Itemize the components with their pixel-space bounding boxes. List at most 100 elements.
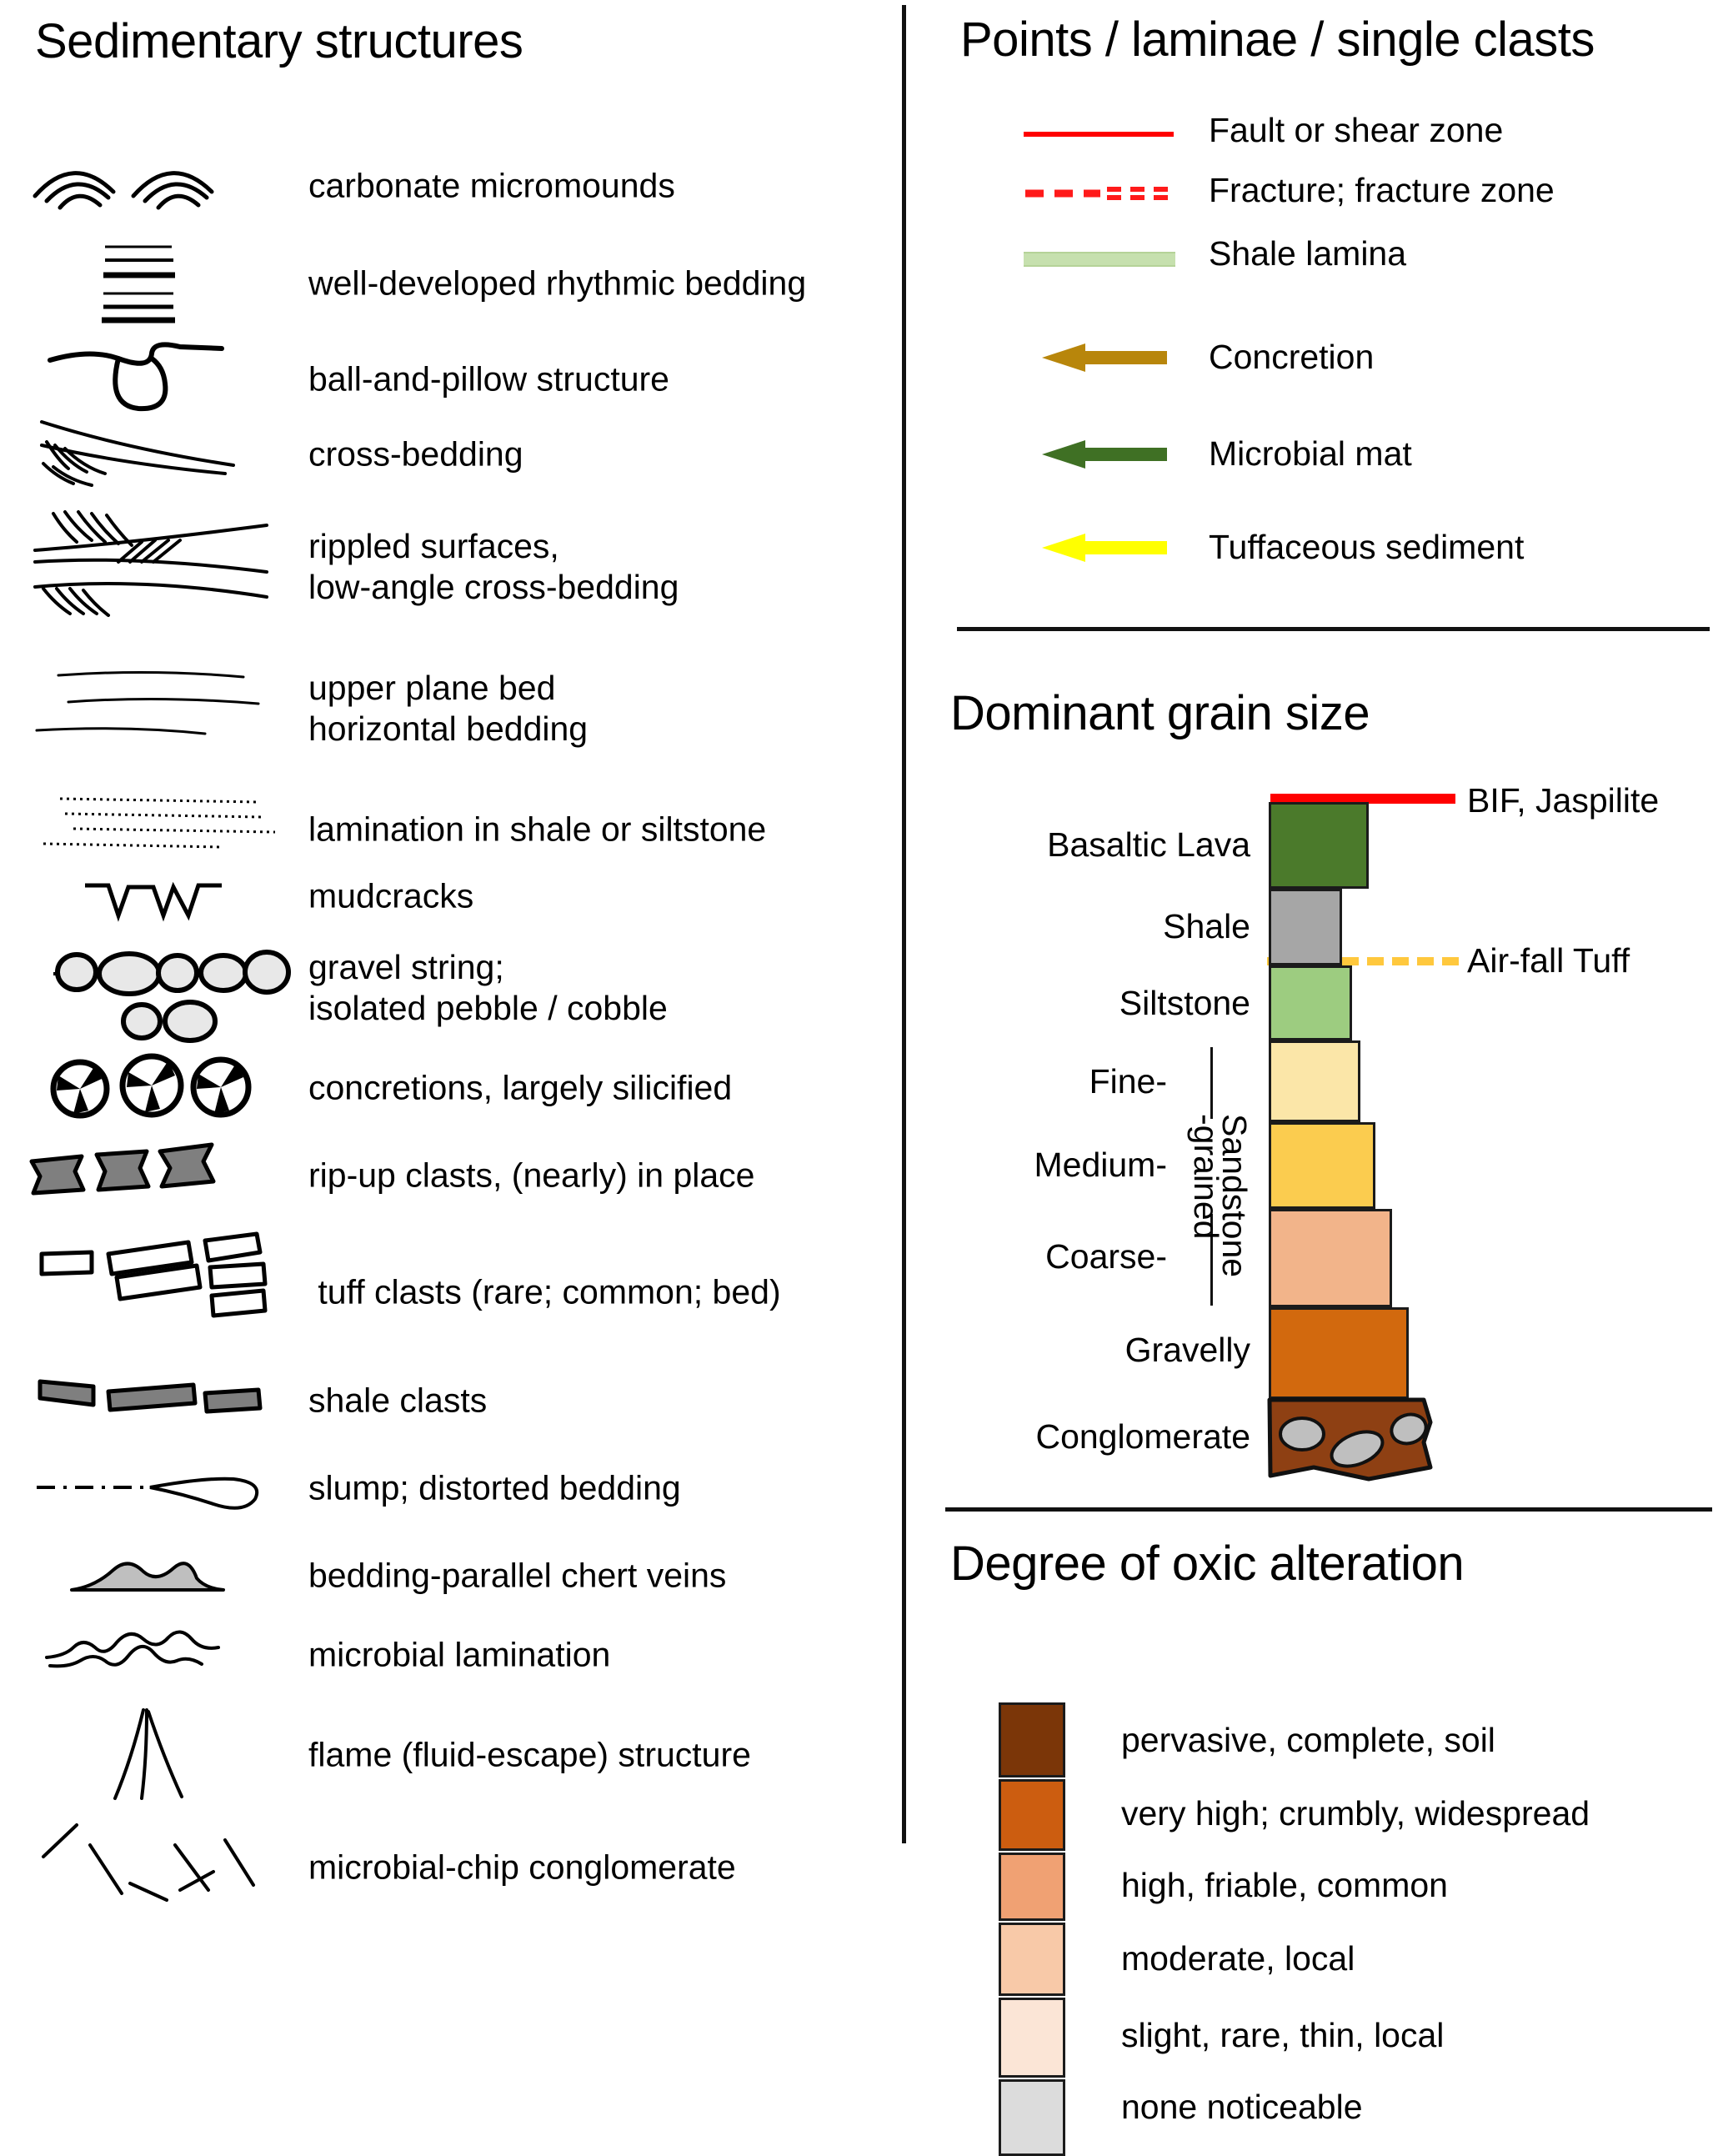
chert-veins-icon xyxy=(25,1530,300,1622)
fault-line-icon xyxy=(1024,132,1174,137)
column-divider xyxy=(902,5,906,1843)
air-fall-tuff-label: Air-fall Tuff xyxy=(1467,941,1630,980)
microbial-mat-arrow-icon xyxy=(1042,440,1167,469)
legend-label: mudcracks xyxy=(308,876,474,915)
legend-label: rip-up clasts, (nearly) in place xyxy=(308,1156,755,1195)
grain-box-medium xyxy=(1269,1122,1375,1209)
grained-bracket-label: -grained xyxy=(1187,1114,1225,1240)
section-divider-2 xyxy=(945,1507,1712,1512)
grain-box-fine xyxy=(1269,1040,1360,1122)
microbial-lamination-icon xyxy=(25,1609,300,1701)
grain-label-shale: Shale xyxy=(1163,907,1250,945)
legend-row-gravel-string: gravel string; isolated pebble / cobble xyxy=(0,925,867,1050)
fracture-dash-icon xyxy=(1024,187,1179,200)
grain-box-shale xyxy=(1269,889,1342,965)
points-label: Tuffaceous sediment xyxy=(1209,528,1525,566)
left-panel-title: Sedimentary structures xyxy=(35,14,523,68)
oxic-swatch-very-high xyxy=(999,1779,1065,1851)
legend-row-shale-clasts: shale clasts xyxy=(0,1355,867,1447)
legend-label: well-developed rhythmic bedding xyxy=(308,263,807,303)
rip-up-clasts-icon xyxy=(25,1130,300,1221)
oxic-swatch-slight xyxy=(999,1998,1065,2078)
carbonate-micromounds-icon xyxy=(25,146,300,226)
bif-jaspilite-line-icon xyxy=(1270,794,1455,804)
cross-bedding-icon xyxy=(25,409,300,500)
points-label: Fracture; fracture zone xyxy=(1209,171,1555,209)
oxic-label-moderate: moderate, local xyxy=(1121,1939,1355,1978)
legend-label: gravel string; isolated pebble / cobble xyxy=(308,948,668,1027)
shale-lamina-bar-icon xyxy=(1024,252,1175,267)
oxic-label-none: none noticeable xyxy=(1121,2088,1363,2126)
grain-label-coarse: Coarse- xyxy=(1045,1237,1167,1276)
legend-row-rhythmic-bedding: well-developed rhythmic bedding xyxy=(0,242,867,325)
oxic-panel-title: Degree of oxic alteration xyxy=(950,1537,1465,1591)
microbial-chip-conglomerate-icon xyxy=(25,1813,300,1922)
flame-structure-icon xyxy=(25,1697,300,1813)
grain-box-coarse xyxy=(1269,1209,1392,1307)
points-label: Concretion xyxy=(1209,338,1375,376)
oxic-swatch-high xyxy=(999,1853,1065,1921)
grain-box-basaltic-lava xyxy=(1269,802,1369,889)
lamination-icon xyxy=(25,784,300,875)
points-panel-title: Points / laminae / single clasts xyxy=(960,13,1595,67)
legend-label: shale clasts xyxy=(308,1381,488,1420)
points-label: Fault or shear zone xyxy=(1209,111,1504,149)
upper-plane-bed-icon xyxy=(25,642,300,775)
grain-label-conglomerate: Conglomerate xyxy=(1035,1417,1250,1456)
points-row-concretion: Concretion xyxy=(1042,338,1709,376)
ball-and-pillow-icon xyxy=(25,333,300,425)
section-divider-1 xyxy=(957,627,1710,631)
legend-row-carbonate-micromounds: carbonate micromounds xyxy=(0,146,867,226)
grain-label-siltstone: Siltstone xyxy=(1119,984,1250,1022)
oxic-label-slight: slight, rare, thin, local xyxy=(1121,2016,1445,2054)
concretion-arrow-icon xyxy=(1042,343,1167,372)
points-label: Microbial mat xyxy=(1209,434,1412,473)
grain-label-medium: Medium- xyxy=(1034,1146,1167,1184)
points-row-microbial-mat: Microbial mat xyxy=(1042,434,1709,473)
legend-label: flame (fluid-escape) structure xyxy=(308,1735,751,1774)
mudcracks-icon xyxy=(25,850,300,942)
legend-label: bedding-parallel chert veins xyxy=(308,1556,727,1595)
sandstone-bracket-bottom xyxy=(1210,1214,1213,1306)
sandstone-bracket-top xyxy=(1210,1047,1213,1119)
legend-label: microbial-chip conglomerate xyxy=(308,1848,736,1887)
legend-row-microbial-chip-conglomerate: microbial-chip conglomerate xyxy=(0,1813,867,1922)
legend-label: slump; distorted bedding xyxy=(308,1468,681,1507)
legend-label: ball-and-pillow structure xyxy=(308,359,669,399)
oxic-label-high: high, friable, common xyxy=(1121,1866,1448,1904)
legend-row-ball-and-pillow: ball-and-pillow structure xyxy=(0,333,867,425)
slump-icon xyxy=(25,1442,300,1534)
oxic-label-very-high: very high; crumbly, widespread xyxy=(1121,1794,1590,1833)
legend-label: carbonate micromounds xyxy=(308,166,675,205)
grain-box-siltstone xyxy=(1269,965,1352,1040)
legend-row-concretions: concretions, largely silicified xyxy=(0,1042,867,1134)
legend-label: lamination in shale or siltstone xyxy=(308,810,767,849)
grain-label-fine: Fine- xyxy=(1089,1062,1167,1101)
rippled-surfaces-icon xyxy=(25,500,300,634)
grain-box-gravelly xyxy=(1269,1307,1409,1399)
legend-row-slump: slump; distorted bedding xyxy=(0,1442,867,1534)
legend-row-rippled-surfaces: rippled surfaces, low-angle cross-beddin… xyxy=(0,500,867,634)
shale-clasts-icon xyxy=(25,1355,300,1447)
legend-row-flame-structure: flame (fluid-escape) structure xyxy=(0,1697,867,1813)
legend-label: concretions, largely silicified xyxy=(308,1068,733,1107)
legend-row-upper-plane-bed: upper plane bed horizontal bedding xyxy=(0,642,867,775)
legend-row-mudcracks: mudcracks xyxy=(0,850,867,942)
legend-label: cross-bedding xyxy=(308,434,523,474)
points-label: Shale lamina xyxy=(1209,234,1407,273)
oxic-swatch-pervasive xyxy=(999,1702,1065,1777)
legend-row-rip-up-clasts: rip-up clasts, (nearly) in place xyxy=(0,1130,867,1221)
oxic-swatch-none xyxy=(999,2079,1065,2156)
bif-jaspilite-label: BIF, Jaspilite xyxy=(1467,781,1660,820)
tuffaceous-arrow-icon xyxy=(1042,534,1167,562)
grain-label-basaltic-lava: Basaltic Lava xyxy=(1047,825,1250,864)
air-fall-tuff-line-icon xyxy=(1267,957,1459,965)
tuff-clasts-icon xyxy=(25,1217,300,1367)
legend-label: tuff clasts (rare; common; bed) xyxy=(308,1272,781,1311)
grain-box-conglomerate xyxy=(1267,1397,1437,1484)
legend-label: rippled surfaces, low-angle cross-beddin… xyxy=(308,527,679,606)
gravel-string-icon xyxy=(25,925,300,1050)
legend-row-microbial-lamination: microbial lamination xyxy=(0,1609,867,1701)
points-row-tuffaceous: Tuffaceous sediment xyxy=(1042,528,1709,566)
concretions-icon xyxy=(25,1042,300,1134)
